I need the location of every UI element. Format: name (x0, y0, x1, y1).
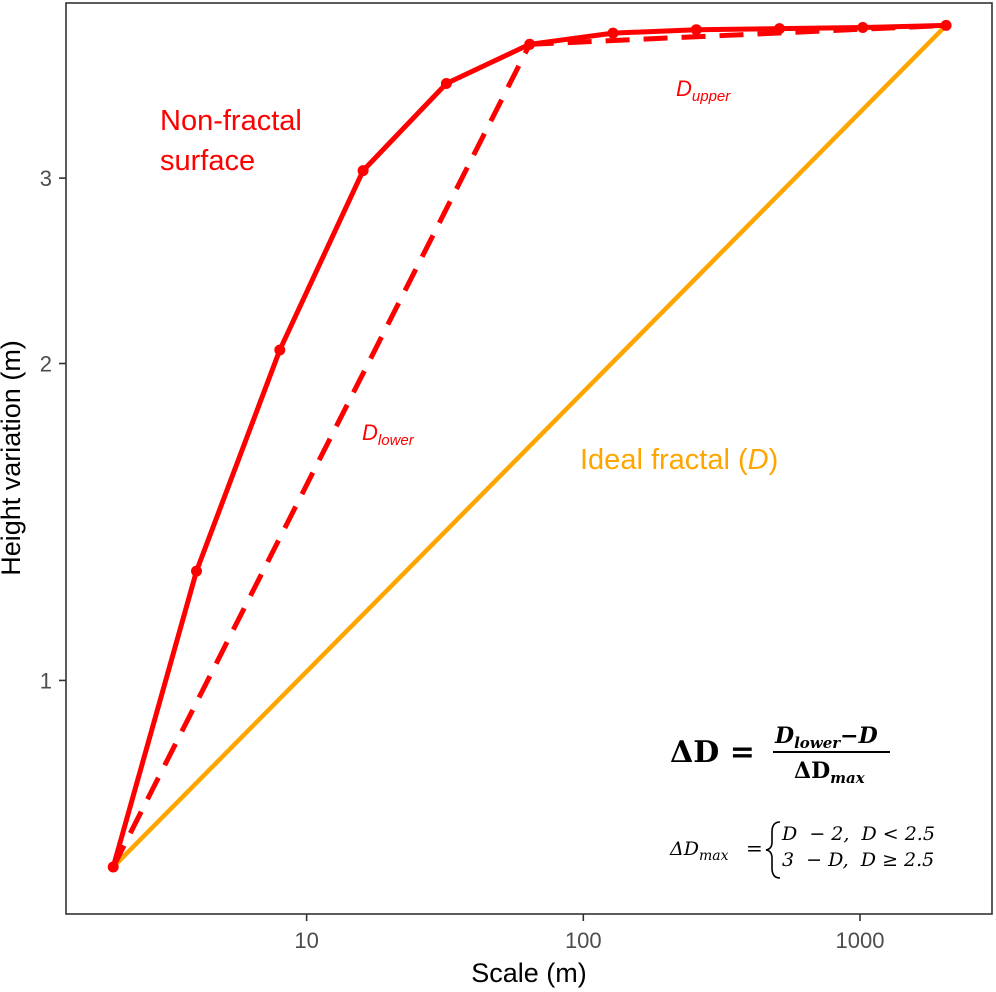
y-tick-label: 1 (40, 668, 52, 693)
data-point (274, 344, 286, 356)
y-tick-label: 2 (40, 352, 52, 377)
data-point (357, 165, 369, 177)
non-fractal-points (107, 19, 952, 873)
ideal-fractal-label-prefix: Ideal fractal ( (580, 444, 748, 476)
y-axis-title: Height variation (m) (0, 340, 26, 576)
formula-numerator-rest: −D (840, 723, 878, 749)
dmax-equals: = (746, 836, 763, 860)
dmax-lhs: ΔDmax (669, 838, 729, 864)
x-tick-label: 10 (294, 928, 318, 953)
data-point (690, 24, 702, 36)
plot-panel (65, 2, 993, 915)
formula-numerator-sub: lower (794, 734, 841, 752)
x-tick-label: 100 (565, 928, 602, 953)
d-upper-label-sub: upper (692, 88, 731, 105)
delta-d-formula: ΔD = Dlower−D ΔDmax (670, 723, 890, 787)
non-fractal-label-line2: surface (160, 145, 255, 177)
formula-denominator-main: ΔD (794, 758, 830, 784)
ideal-fractal-line (111, 23, 948, 869)
data-point (524, 38, 536, 50)
d-upper-label-main: D (676, 76, 692, 101)
d-upper-label: Dupper (676, 76, 731, 105)
delta-d-max-formula: ΔDmax = D − 2, D < 2.5 3 − D, D ≥ 2.5 (669, 821, 935, 879)
formula-numerator-d: D (774, 723, 794, 749)
axis-ticks: 10 100 1000 1 2 3 (40, 166, 885, 953)
d-lower-label-main: D (362, 420, 378, 445)
data-point (191, 565, 202, 577)
dmax-case-1: D − 2, D < 2.5 (781, 823, 935, 845)
ideal-fractal-label-d: D (748, 444, 769, 476)
piecewise-brace (765, 821, 781, 879)
non-fractal-label-line1: Non-fractal (160, 105, 302, 137)
d-lower-dashed-line (110, 43, 532, 869)
x-tick-label: 1000 (836, 928, 885, 953)
data-point (440, 78, 452, 89)
formula-lhs: ΔD = (670, 735, 755, 770)
formula-denominator-sub: max (830, 769, 866, 787)
dmax-lhs-main: ΔD (669, 838, 699, 860)
ideal-fractal-label: Ideal fractal (D) (580, 444, 778, 476)
data-point (940, 19, 952, 31)
data-point (107, 861, 119, 873)
x-axis-title: Scale (m) (471, 958, 587, 988)
dmax-case-2: 3 − D, D ≥ 2.5 (782, 849, 934, 871)
ideal-fractal-label-suffix: ) (769, 444, 779, 476)
data-point (857, 22, 869, 33)
formula-denominator: ΔDmax (794, 758, 866, 787)
d-lower-label: Dlower (362, 420, 415, 449)
formula-numerator: Dlower−D (774, 723, 878, 752)
y-tick-label: 3 (40, 166, 52, 191)
dmax-lhs-sub: max (699, 848, 729, 864)
data-point (774, 23, 785, 35)
data-point (607, 27, 619, 39)
d-lower-label-sub: lower (378, 432, 415, 449)
